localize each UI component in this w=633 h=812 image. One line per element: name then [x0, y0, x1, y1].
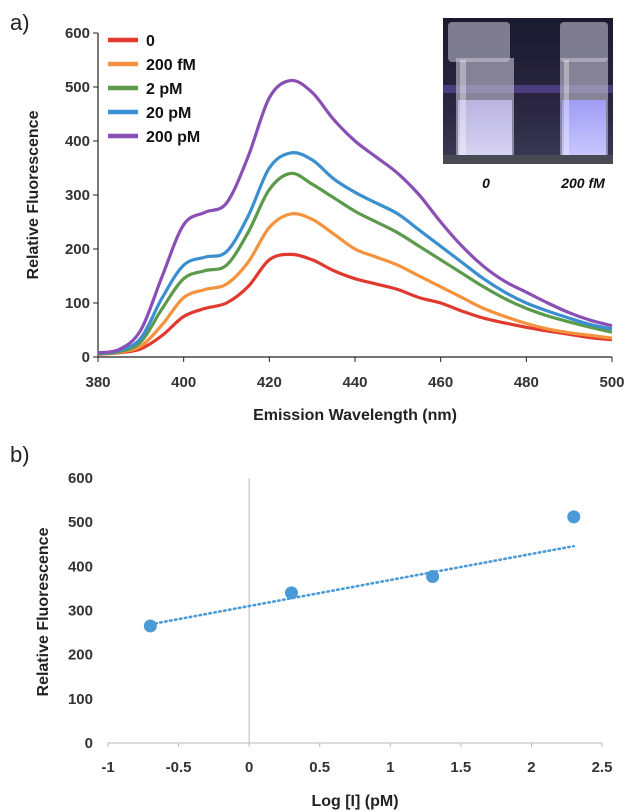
legend-label-4: 200 pM — [146, 129, 200, 146]
x-tick-label: 440 — [342, 374, 367, 391]
y-tick-label: 500 — [65, 79, 90, 96]
legend-label-0: 0 — [146, 33, 155, 50]
x-tick-label: 420 — [257, 374, 282, 391]
chart-a-y-axis-title: Relative Fluorescence — [25, 110, 42, 279]
panel-a-label: a) — [10, 10, 30, 35]
chart-b-trendline — [149, 544, 576, 626]
chart-b-x-ticks: -1 -0.5 0 0.5 1 1.5 2 2.5 — [101, 743, 612, 776]
chart-b-points — [143, 510, 581, 633]
x-tick-label: 460 — [428, 374, 453, 391]
chart-a-series — [97, 78, 613, 356]
x-tick-label: 500 — [599, 374, 624, 391]
inset-light-strip — [443, 85, 613, 93]
y-tick-label: 300 — [65, 187, 90, 204]
chart-b-y-ticks: 0 100 200 300 400 500 600 — [68, 470, 93, 752]
legend-label-1: 200 fM — [146, 57, 196, 74]
y-tick-label: 600 — [68, 470, 93, 487]
y-tick-label: 400 — [68, 558, 93, 575]
calibration-chart: 0 100 200 300 400 500 600 -1 -0.5 0 0.5 1 1.5 2 2.5 L… — [35, 470, 612, 810]
x-tick-label: 2.5 — [592, 759, 613, 776]
chart-a-y-ticks: 0 100 200 300 400 500 600 — [65, 25, 98, 366]
x-tick-label: 0.5 — [309, 759, 330, 776]
data-point-3 — [567, 510, 581, 524]
chart-a-x-axis-title: Emission Wavelength (nm) — [253, 407, 457, 424]
x-tick-label: -0.5 — [166, 759, 192, 776]
y-tick-label: 500 — [68, 514, 93, 531]
y-tick-label: 0 — [85, 735, 93, 752]
series-line-4 — [97, 78, 613, 355]
series-line-3 — [97, 151, 613, 355]
y-tick-label: 400 — [65, 133, 90, 150]
inset-caption-blank: 0 — [482, 175, 490, 191]
y-tick-label: 600 — [65, 25, 90, 42]
chart-b-axes — [108, 478, 602, 744]
chart-b-x-axis-title: Log [I] (pM) — [311, 793, 398, 810]
y-tick-label: 100 — [65, 295, 90, 312]
emission-spectra-chart: 0 100 200 300 400 500 600 380 400 420 440 460 480 50… — [25, 18, 625, 424]
x-tick-label: 0 — [245, 759, 253, 776]
data-point-1 — [284, 586, 298, 600]
cuvette-200fM — [560, 22, 608, 158]
trendline — [149, 544, 576, 626]
y-tick-label: 300 — [68, 603, 93, 620]
cuvette-photo-inset: 0 200 fM — [443, 18, 613, 191]
panel-b-label: b) — [10, 442, 30, 467]
x-tick-label: 380 — [85, 374, 110, 391]
series-line-2 — [97, 171, 613, 356]
y-tick-label: 200 — [68, 647, 93, 664]
chart-a-x-ticks: 380 400 420 440 460 480 500 — [85, 357, 625, 391]
y-tick-label: 0 — [82, 349, 90, 366]
data-point-2 — [426, 569, 440, 583]
x-tick-label: 1.5 — [450, 759, 471, 776]
inset-caption-200fM: 200 fM — [560, 175, 605, 191]
chart-b-y-axis-title: Relative Fluorescence — [35, 527, 52, 696]
data-point-0 — [143, 619, 157, 633]
x-tick-label: -1 — [101, 759, 114, 776]
series-line-1 — [97, 212, 613, 356]
x-tick-label: 1 — [386, 759, 394, 776]
series-line-0 — [97, 252, 613, 356]
legend-label-3: 20 pM — [146, 105, 191, 122]
legend-label-2: 2 pM — [146, 81, 182, 98]
y-tick-label: 100 — [68, 691, 93, 708]
cuvette-blank — [448, 22, 514, 158]
y-tick-label: 200 — [65, 241, 90, 258]
chart-a-legend: 0 200 fM 2 pM 20 pM 200 pM — [108, 33, 200, 146]
x-tick-label: 480 — [514, 374, 539, 391]
x-tick-label: 2 — [527, 759, 535, 776]
inset-bench — [443, 155, 613, 164]
x-tick-label: 400 — [171, 374, 196, 391]
